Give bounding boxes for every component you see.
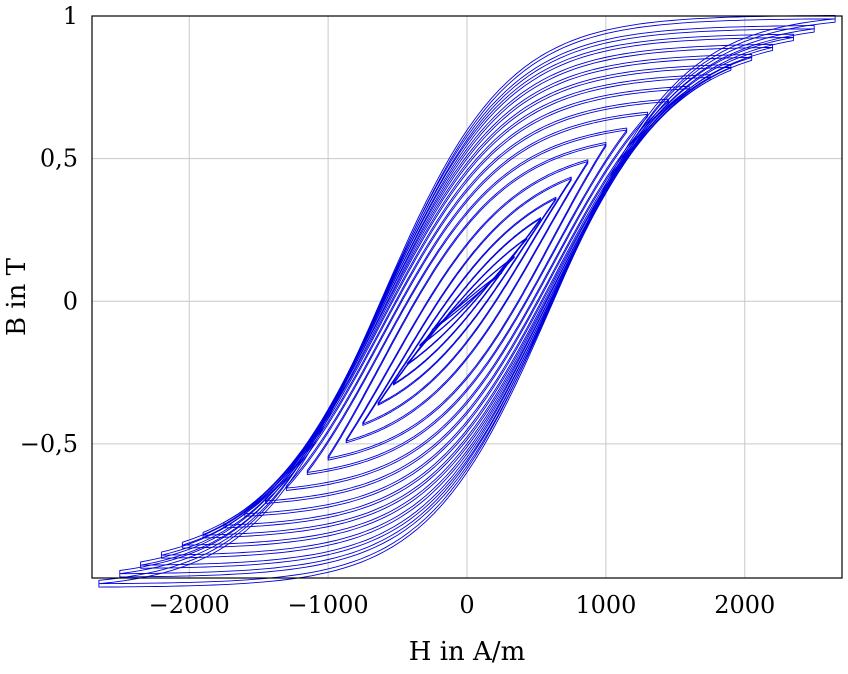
y-tick-label: −0,5 — [20, 430, 78, 458]
hysteresis-loop — [345, 159, 589, 444]
hysteresis-loop — [377, 196, 557, 406]
hysteresis-loop — [181, 53, 753, 549]
y-tick-label: 1 — [63, 2, 78, 30]
y-axis-label: B in T — [2, 257, 32, 336]
y-tick-labels: −0,5 0 0,5 1 — [20, 2, 78, 458]
hysteresis-loop — [202, 64, 732, 539]
hysteresis-loop — [406, 237, 528, 366]
hysteresis-loop — [327, 142, 607, 461]
hysteresis-loop — [285, 111, 649, 491]
x-tick-labels: −2000 −1000 0 1000 2000 — [149, 591, 776, 619]
hysteresis-loop — [265, 98, 669, 504]
x-tick-label: −1000 — [288, 591, 369, 619]
x-tick-label: −2000 — [149, 591, 230, 619]
hysteresis-loop — [362, 176, 572, 426]
hysteresis-loop — [431, 271, 503, 331]
x-tick-label: 1000 — [575, 591, 636, 619]
hysteresis-loop — [392, 217, 542, 386]
x-tick-label: 0 — [459, 591, 474, 619]
y-tick-label: 0,5 — [40, 145, 78, 173]
hysteresis-loop — [244, 85, 690, 517]
hysteresis-loop — [223, 74, 711, 529]
hysteresis-loops — [98, 15, 836, 588]
hysteresis-loop — [160, 43, 774, 559]
x-tick-label: 2000 — [714, 591, 775, 619]
y-tick-label: 0 — [63, 287, 78, 315]
plot-frame — [91, 15, 843, 579]
x-axis-label: H in A/m — [409, 637, 525, 667]
hysteresis-loop — [306, 127, 628, 475]
